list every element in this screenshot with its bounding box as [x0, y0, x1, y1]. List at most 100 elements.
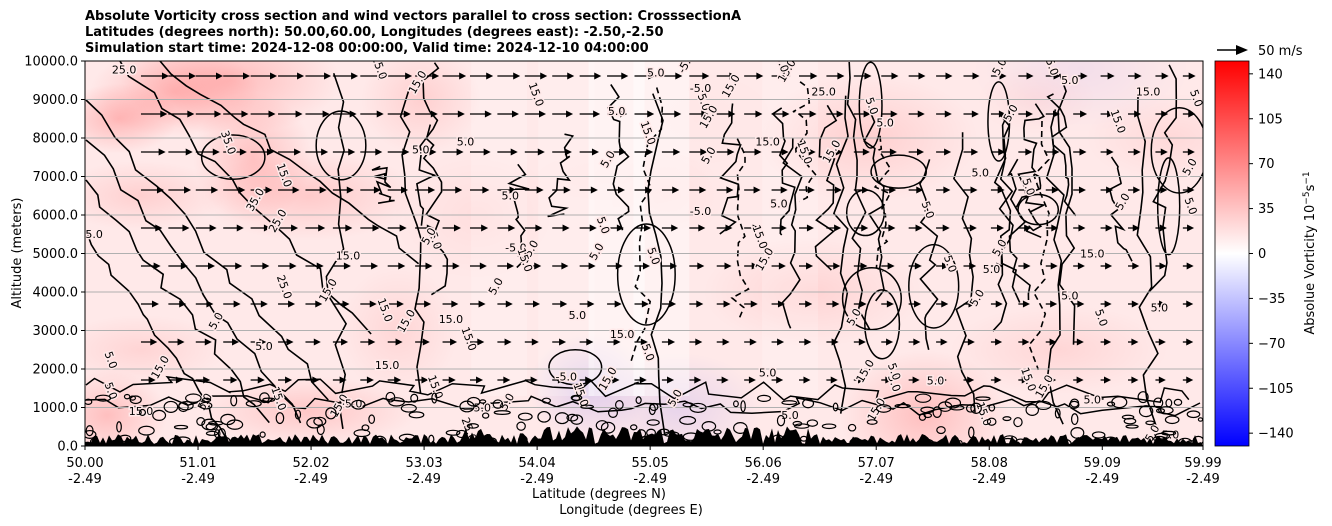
wind-vector — [1018, 300, 1030, 308]
wind-vector — [963, 186, 978, 194]
x-tick-label-lon: -2.49 — [633, 472, 667, 487]
wind-vector — [689, 148, 708, 156]
contour-line — [814, 104, 838, 271]
colorbar-label: Absolue Vorticity 10−5s−1 — [1302, 171, 1318, 334]
wind-vector-head — [507, 262, 515, 270]
wind-vector-head — [939, 376, 947, 384]
contour-line — [1147, 64, 1178, 293]
wind-vector-head — [617, 186, 625, 194]
wind-vector — [469, 262, 487, 270]
contour-label: 15.0 — [336, 249, 361, 262]
wind-vector-head — [1049, 338, 1057, 346]
wind-key-label: 50 m/s — [1258, 44, 1303, 59]
wind-vector — [360, 148, 383, 156]
wind-vector-head — [453, 224, 461, 232]
wind-vector — [250, 300, 268, 308]
terrain-contour — [400, 403, 417, 413]
wind-vector-head — [429, 148, 437, 156]
wind-vector-head — [351, 72, 359, 80]
wind-vector-head — [479, 262, 487, 270]
wind-vector-head — [809, 110, 817, 118]
wind-vector — [168, 148, 193, 156]
wind-vector — [1182, 224, 1195, 232]
wind-vector — [305, 376, 320, 384]
wind-vector-head — [509, 186, 517, 194]
wind-vector-head — [398, 262, 406, 270]
wind-vector-head — [644, 224, 652, 232]
wind-vector-head — [750, 300, 758, 308]
wind-vector — [524, 376, 538, 384]
contour-label: 5.0 — [770, 197, 788, 210]
wind-vector-head — [369, 300, 377, 308]
wind-vector — [1182, 262, 1194, 270]
wind-vector-head — [486, 72, 494, 80]
terrain-contour — [1059, 438, 1073, 446]
terrain-contour — [970, 402, 982, 414]
contour-line — [85, 375, 1190, 404]
terrain-contour — [275, 412, 285, 425]
terrain-contour — [698, 437, 706, 446]
wind-vector — [607, 72, 629, 80]
wind-vector — [661, 376, 675, 384]
wind-vector — [305, 300, 323, 308]
wind-vector-head — [535, 224, 543, 232]
wind-vector-head — [456, 148, 464, 156]
terrain-contour — [410, 393, 419, 403]
x-tick-label-lat: 59.99 — [1184, 456, 1221, 471]
contour-label: 5.0 — [972, 167, 990, 180]
terrain-contour — [646, 419, 660, 426]
wind-vector — [689, 72, 710, 80]
contour-label: 15.0 — [1136, 86, 1161, 99]
wind-vector-head — [647, 110, 655, 118]
wind-vector-head — [969, 262, 977, 270]
wind-vector-head — [1131, 376, 1139, 384]
terrain-contour — [629, 424, 638, 431]
contour-line — [85, 99, 329, 401]
wind-vector-head — [639, 376, 647, 384]
wind-vector — [744, 262, 759, 270]
wind-vector-head — [620, 110, 628, 118]
wind-vector-head — [203, 376, 211, 384]
wind-vector — [963, 262, 977, 270]
wind-vector-head — [832, 300, 840, 308]
wind-vector — [1182, 72, 1196, 80]
terrain-contour — [713, 429, 722, 435]
field-blob — [198, 376, 419, 446]
terrain-contour — [428, 434, 435, 445]
wind-vector-head — [372, 224, 380, 232]
wind-vector-head — [590, 186, 598, 194]
wind-vector-head — [749, 338, 757, 346]
wind-vector-head — [695, 338, 703, 346]
wind-vector — [140, 224, 163, 232]
terrain-contour — [138, 425, 155, 436]
wind-vector — [1128, 148, 1141, 156]
wind-vector — [332, 338, 349, 346]
terrain-contour — [1013, 417, 1023, 428]
wind-vector-head — [1131, 338, 1139, 346]
wind-vector-head — [858, 338, 866, 346]
wind-vector — [689, 376, 702, 384]
wind-vector-head — [1022, 338, 1030, 346]
wind-vector-head — [476, 376, 484, 384]
wind-vector — [552, 224, 570, 232]
wind-vector-head — [235, 262, 243, 270]
wind-vector — [1073, 72, 1088, 80]
wind-vector-head — [185, 148, 193, 156]
wind-vector — [1045, 110, 1060, 118]
wind-vector — [278, 186, 300, 194]
wind-vector — [469, 376, 484, 384]
terrain-contour — [518, 435, 528, 444]
contour-line — [647, 93, 666, 435]
wind-vector-head — [1080, 72, 1088, 80]
terrain-contour — [85, 398, 93, 405]
wind-vector — [524, 148, 545, 156]
terrain-contour — [196, 417, 206, 426]
wind-vector — [1128, 338, 1139, 346]
wind-vector — [1018, 338, 1030, 346]
x-tick-label-lat: 55.05 — [632, 456, 669, 471]
wind-vector — [442, 300, 459, 308]
wind-vector — [305, 262, 324, 270]
wind-vector-head — [204, 338, 212, 346]
wind-vector-head — [1187, 148, 1195, 156]
wind-vector-head — [318, 224, 326, 232]
